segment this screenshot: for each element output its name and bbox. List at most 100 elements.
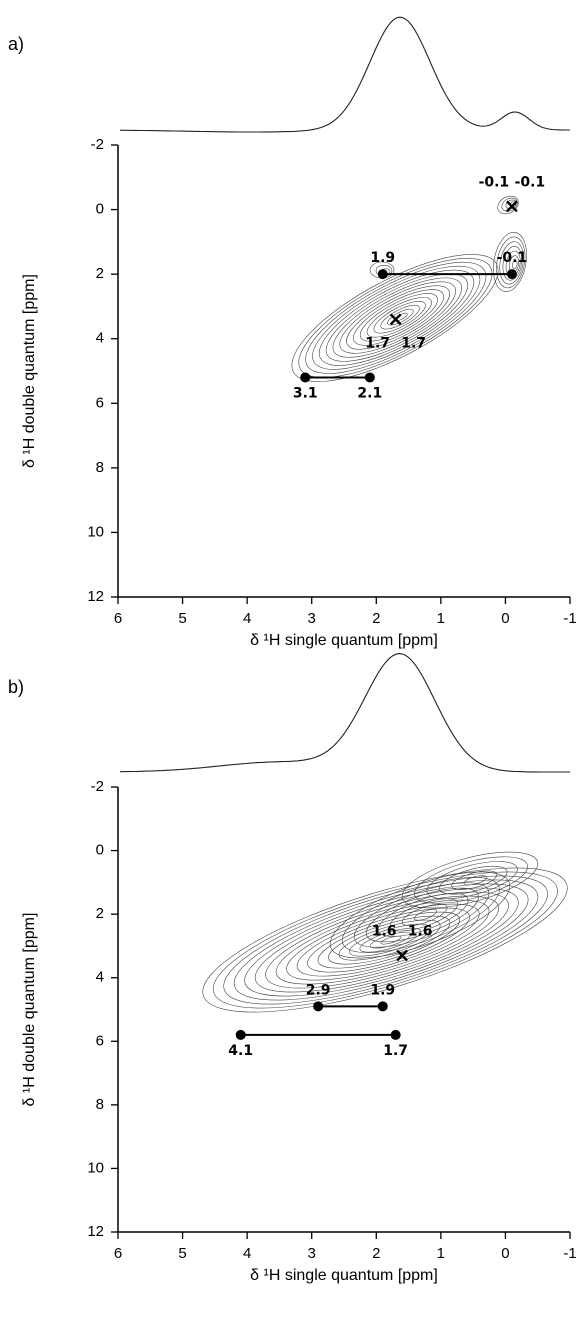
x-tick-label: 4: [243, 610, 251, 627]
contour-line: [380, 935, 402, 945]
correlation-point: [235, 1029, 246, 1040]
contour-line: [332, 277, 463, 358]
y-tick-label: 10: [87, 523, 104, 540]
contour-line: [389, 898, 458, 932]
contour-line: [353, 289, 444, 346]
contour-line: [387, 308, 414, 326]
peak-label: 1.6: [372, 923, 397, 939]
contour-line: [502, 246, 523, 281]
contour-line: [298, 258, 493, 378]
contour-line: [307, 907, 470, 973]
x-tick-label: 1: [437, 1245, 445, 1262]
contour-line: [401, 851, 539, 909]
peak-label: 1.7: [401, 335, 426, 351]
peak-label: -0.1: [515, 174, 546, 190]
contour-line: [265, 891, 509, 989]
x-tick-label: -1: [563, 610, 576, 627]
correlation-point: [313, 1001, 324, 1012]
contour-line: [493, 232, 527, 292]
x-tick-label: 5: [178, 1245, 186, 1262]
contour-line: [413, 909, 438, 921]
projection-trace: [119, 16, 570, 133]
contour-line: [233, 879, 539, 1001]
peak-label: 1.7: [365, 335, 390, 351]
x-axis-label: δ ¹H single quantum [ppm]: [250, 1267, 438, 1284]
x-tick-label: 6: [114, 1245, 122, 1262]
contour-line: [325, 273, 469, 362]
contour-line: [346, 285, 450, 350]
contour-line: [377, 893, 469, 937]
contour-line: [338, 919, 441, 961]
y-tick-label: 8: [96, 1096, 104, 1113]
y-axis-label: δ ¹H double quantum [ppm]: [21, 913, 38, 1107]
contour-line: [359, 293, 438, 342]
panel-label: b): [8, 677, 24, 697]
contour-line: [286, 899, 490, 981]
contour-line: [244, 883, 529, 997]
x-tick-label: 2: [372, 610, 380, 627]
contour-line: [499, 241, 524, 285]
contour-line: [359, 927, 421, 953]
contour-line: [223, 875, 548, 1005]
contour-line: [438, 865, 508, 895]
y-tick-label: 4: [96, 969, 104, 986]
x-tick-label: -1: [563, 1245, 576, 1262]
contour-line: [305, 261, 487, 374]
point-label: 1.9: [370, 982, 395, 998]
y-tick-label: 2: [96, 905, 104, 922]
contour-line: [202, 867, 568, 1013]
correlation-point: [377, 1001, 388, 1012]
point-label: 4.1: [228, 1043, 253, 1059]
contour-line: [296, 903, 480, 977]
contour-line: [463, 875, 487, 886]
contour-line: [212, 871, 558, 1009]
contour-line: [275, 895, 500, 985]
contour-line: [426, 861, 518, 900]
y-tick-label: 6: [96, 1032, 104, 1049]
panel-label: a): [8, 34, 24, 54]
contour-line: [380, 304, 420, 330]
x-tick-label: 3: [308, 610, 316, 627]
contour-line: [414, 856, 528, 904]
contour-line: [317, 911, 461, 969]
contour-line: [501, 197, 518, 212]
point-label: 1.9: [370, 250, 395, 266]
contour-line: [497, 195, 519, 215]
contour-line: [329, 871, 511, 959]
y-tick-label: 2: [96, 265, 104, 282]
x-tick-label: 2: [372, 1245, 380, 1262]
y-tick-label: 0: [96, 201, 104, 218]
correlation-point: [506, 269, 517, 280]
y-tick-label: 12: [87, 588, 104, 605]
contour-line: [339, 281, 457, 354]
contour-line: [349, 923, 431, 957]
y-tick-label: 8: [96, 459, 104, 476]
y-tick-label: 12: [87, 1223, 104, 1240]
peak-label: 1.6: [408, 923, 433, 939]
point-label: 1.7: [383, 1043, 408, 1059]
x-tick-label: 5: [178, 610, 186, 627]
peak-marker: [396, 949, 408, 962]
contour-line: [373, 301, 426, 334]
peak-marker: [389, 313, 402, 326]
point-label: 2.1: [357, 385, 382, 401]
y-tick-label: -2: [91, 136, 104, 153]
x-axis-label: δ ¹H single quantum [ppm]: [250, 632, 438, 649]
point-label: -0.1: [497, 250, 528, 266]
contour-line: [254, 887, 519, 993]
y-tick-label: 6: [96, 394, 104, 411]
correlation-point: [364, 372, 375, 383]
projection-trace: [120, 653, 570, 773]
y-axis-label: δ ¹H double quantum [ppm]: [21, 274, 38, 468]
x-tick-label: 0: [501, 1245, 509, 1262]
y-tick-label: -2: [91, 778, 104, 795]
contour-line: [318, 269, 475, 366]
point-label: 2.9: [306, 982, 331, 998]
contour-line: [496, 236, 526, 289]
point-label: 3.1: [293, 385, 318, 401]
x-tick-label: 4: [243, 1245, 251, 1262]
y-tick-label: 10: [87, 1159, 104, 1176]
correlation-point: [300, 372, 311, 383]
